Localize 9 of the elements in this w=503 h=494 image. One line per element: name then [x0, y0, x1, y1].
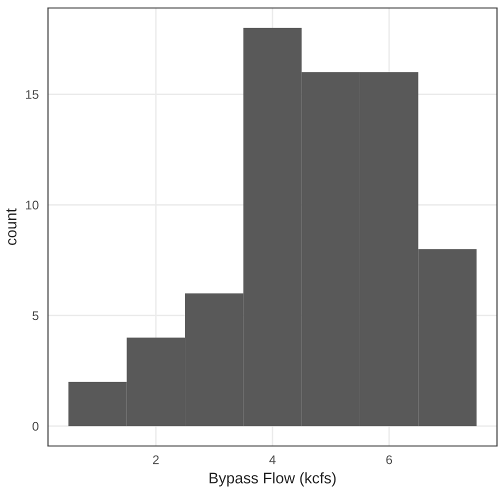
x-tick-label: 4: [269, 455, 276, 464]
y-tick-label: 10: [26, 200, 38, 210]
x-tick-label: 6: [386, 455, 392, 464]
x-tick-label: 2: [153, 455, 159, 464]
y-tick-label: 5: [32, 311, 38, 320]
y-tick-label: 0: [32, 422, 38, 431]
x-axis-title: Bypass Flow (kcfs): [210, 472, 336, 486]
y-tick-label: 15: [26, 90, 38, 99]
y-axis-title: count: [6, 208, 16, 246]
